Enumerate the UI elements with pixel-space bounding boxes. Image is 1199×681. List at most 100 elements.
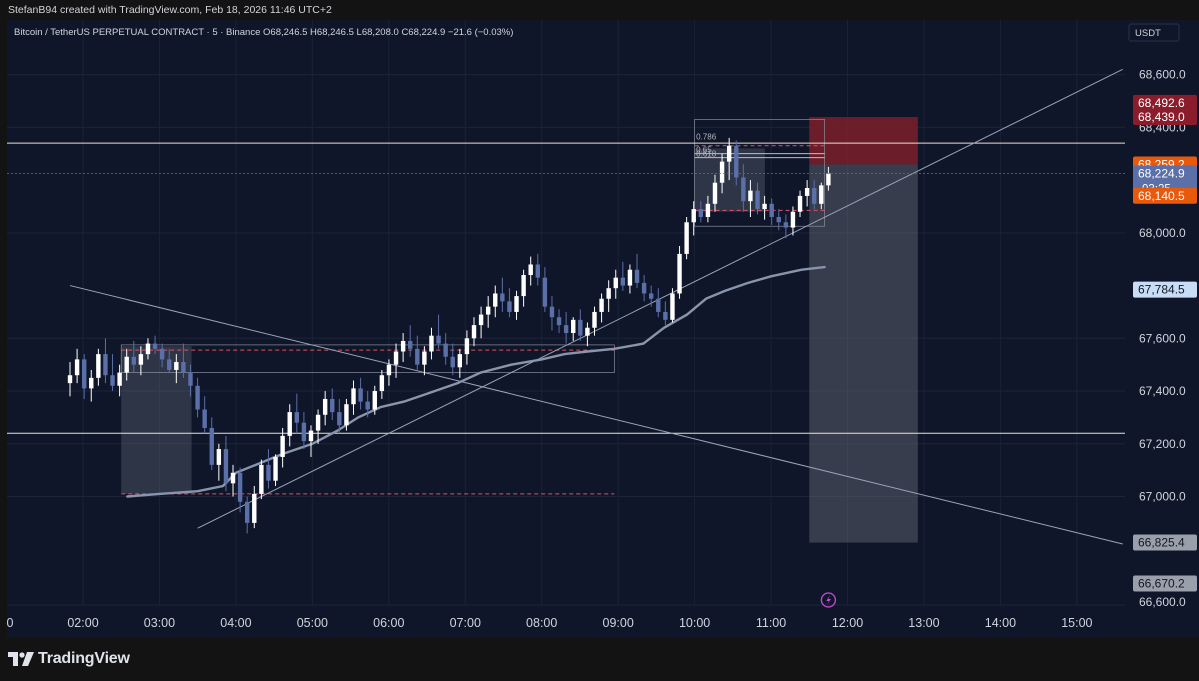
candle-body[interactable] [691,209,696,223]
candle-body[interactable] [252,493,257,523]
candle-body[interactable] [549,306,555,318]
candle-body[interactable] [826,173,831,186]
candle-body[interactable] [74,359,80,376]
price-label[interactable] [1133,534,1197,551]
candle-body[interactable] [641,282,647,294]
price-label[interactable] [1133,575,1197,592]
candle-body[interactable] [195,385,200,410]
range-outline[interactable] [120,344,615,373]
candle-body[interactable] [280,435,285,457]
candle-body[interactable] [96,354,101,378]
candle-body[interactable] [571,319,576,334]
candle-body[interactable] [556,317,562,326]
candle-body[interactable] [167,359,172,370]
candle-body[interactable] [223,449,229,484]
candle-body[interactable] [266,464,271,481]
range-box[interactable] [121,346,192,494]
candle-body[interactable] [769,203,774,217]
stop-loss-zone[interactable] [809,117,918,165]
moving-average-line[interactable] [126,265,826,498]
candle-body[interactable] [762,203,767,210]
candle-body[interactable] [131,356,136,365]
candle-body[interactable] [599,298,604,312]
candle-body[interactable] [386,364,392,376]
candle-body[interactable] [776,216,781,223]
candle-body[interactable] [408,340,413,349]
candle-body[interactable] [337,412,342,426]
candle-body[interactable] [812,187,817,204]
trendline[interactable] [69,285,1123,545]
candle-body[interactable] [294,412,300,423]
candle-body[interactable] [244,501,250,523]
candle-body[interactable] [379,375,385,392]
candle-body[interactable] [457,354,463,368]
candle-body[interactable] [81,359,87,389]
chart-area[interactable]: 0.786 0.65 0.618 USDT 68,600.0 68,400.0 68,000… [7,20,1199,637]
candle-body[interactable] [648,293,654,299]
candle-body[interactable] [620,277,626,286]
candle-body[interactable] [450,356,455,368]
candle-body[interactable] [578,319,583,336]
candle-body[interactable] [322,398,328,415]
candle-body[interactable] [110,375,115,386]
candle-body[interactable] [365,401,370,410]
candle-body[interactable] [188,372,193,386]
candle-body[interactable] [443,343,448,357]
candle-body[interactable] [372,391,377,410]
candle-body[interactable] [592,311,597,328]
candle-body[interactable] [613,277,618,289]
candle-body[interactable] [216,449,222,465]
candle-body[interactable] [670,293,675,320]
candle-body[interactable] [606,288,611,299]
candle-body[interactable] [436,335,441,344]
candle-body[interactable] [152,343,158,349]
currency-button[interactable] [1128,23,1180,42]
candle-body[interactable] [663,311,668,320]
candle-body[interactable] [500,293,505,302]
candle-body[interactable] [514,296,519,312]
price-label[interactable] [1133,94,1197,111]
candle-body[interactable] [634,269,640,283]
candle-body[interactable] [393,351,399,365]
candle-body[interactable] [103,354,108,376]
candle-body[interactable] [698,209,704,217]
candle-body[interactable] [726,145,732,162]
price-chart[interactable]: 0.7860.650.618USDT68,600.068,400.068,000… [7,20,1199,637]
price-label[interactable] [1133,109,1197,126]
candle-body[interactable] [563,325,569,334]
candle-body[interactable] [422,351,427,365]
candle-body[interactable] [174,362,179,370]
candle-body[interactable] [429,335,434,352]
candle-body[interactable] [677,253,682,294]
candle-body[interactable] [287,412,292,436]
candle-body[interactable] [804,187,810,196]
take-profit-zone[interactable] [809,164,918,543]
candle-body[interactable] [748,190,753,202]
candle-body[interactable] [358,388,363,402]
candle-body[interactable] [705,203,711,217]
candle-body[interactable] [656,298,661,312]
lightning-icon[interactable] [820,592,837,608]
candle-body[interactable] [684,222,689,254]
candle-body[interactable] [507,301,512,312]
candle-body[interactable] [478,314,484,326]
candle-body[interactable] [755,190,760,210]
candle-body[interactable] [797,195,803,212]
candle-body[interactable] [67,375,73,384]
candle-body[interactable] [230,472,236,484]
candle-body[interactable] [535,264,540,278]
candle-body[interactable] [790,211,796,228]
price-label[interactable] [1133,187,1197,204]
candle-body[interactable] [485,306,491,315]
range-outline[interactable] [694,119,825,227]
candle-body[interactable] [819,185,824,204]
tradingview-logo[interactable]: TradingView [8,650,130,668]
candle-body[interactable] [209,427,214,465]
candle-body[interactable] [124,356,129,373]
candle-body[interactable] [585,327,590,336]
candle-body[interactable] [734,145,739,178]
candle-body[interactable] [464,338,470,355]
candle-body[interactable] [89,377,94,389]
candle-body[interactable] [159,348,165,360]
candle-body[interactable] [138,354,144,365]
